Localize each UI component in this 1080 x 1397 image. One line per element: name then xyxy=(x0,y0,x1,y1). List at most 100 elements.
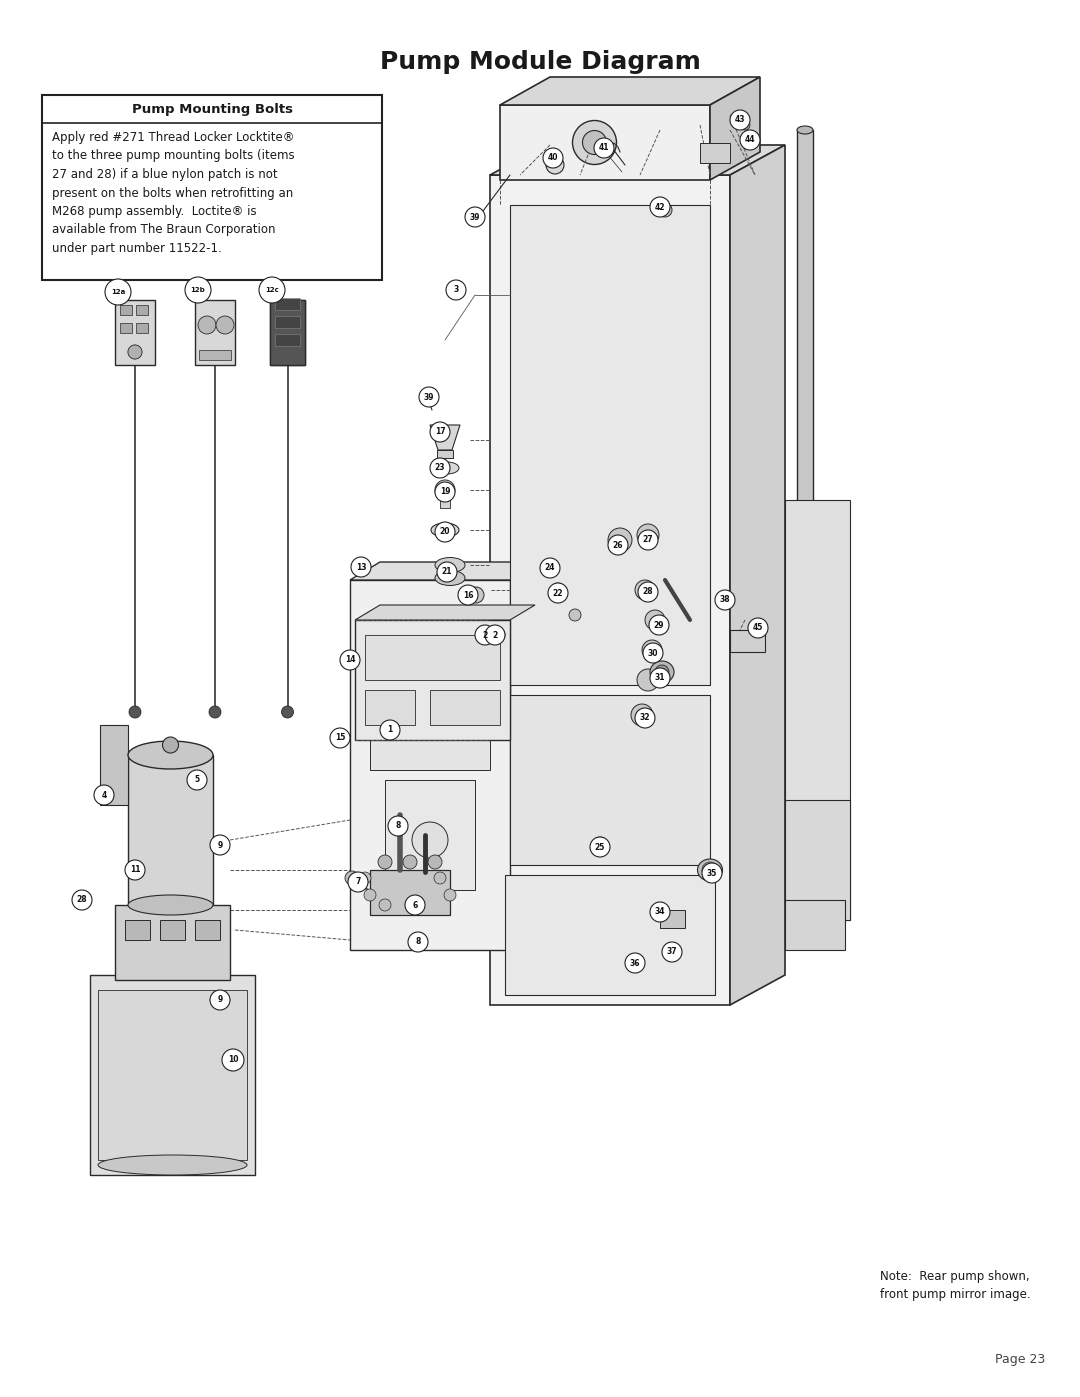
Text: 14: 14 xyxy=(345,655,355,665)
Bar xyxy=(785,900,845,950)
Circle shape xyxy=(444,888,456,901)
Bar xyxy=(90,975,255,1175)
Bar xyxy=(160,921,185,940)
Bar xyxy=(350,580,510,950)
Circle shape xyxy=(540,557,561,578)
Polygon shape xyxy=(350,562,540,580)
Text: 11: 11 xyxy=(130,866,140,875)
Bar xyxy=(355,620,510,740)
Bar xyxy=(270,300,305,365)
Ellipse shape xyxy=(698,859,723,882)
Circle shape xyxy=(216,316,234,334)
Text: 5: 5 xyxy=(194,775,200,785)
Text: 23: 23 xyxy=(435,464,445,472)
Text: 31: 31 xyxy=(654,673,665,683)
Circle shape xyxy=(658,203,672,217)
Text: 28: 28 xyxy=(643,588,653,597)
Circle shape xyxy=(543,148,563,168)
Bar xyxy=(125,921,150,940)
Circle shape xyxy=(740,130,760,149)
Ellipse shape xyxy=(98,1155,247,1175)
Ellipse shape xyxy=(435,557,465,573)
Text: Page 23: Page 23 xyxy=(995,1354,1045,1366)
Text: 44: 44 xyxy=(745,136,755,144)
Text: 43: 43 xyxy=(734,116,745,124)
Polygon shape xyxy=(490,145,785,175)
Ellipse shape xyxy=(129,740,213,768)
Circle shape xyxy=(638,583,658,602)
Text: 29: 29 xyxy=(653,620,664,630)
Circle shape xyxy=(465,207,485,226)
Circle shape xyxy=(434,872,446,884)
Bar xyxy=(365,636,500,680)
Text: 42: 42 xyxy=(654,203,665,211)
Text: 8: 8 xyxy=(416,937,421,947)
Circle shape xyxy=(428,855,442,869)
Circle shape xyxy=(379,900,391,911)
Bar xyxy=(129,754,213,905)
Circle shape xyxy=(187,770,207,789)
Circle shape xyxy=(730,110,750,130)
Text: 10: 10 xyxy=(228,1056,239,1065)
Circle shape xyxy=(649,615,669,636)
Ellipse shape xyxy=(129,895,213,915)
Text: 12b: 12b xyxy=(191,286,205,293)
Bar xyxy=(440,500,450,509)
Circle shape xyxy=(435,482,455,502)
Bar xyxy=(275,316,300,328)
Bar xyxy=(365,690,415,725)
Circle shape xyxy=(359,872,372,884)
Circle shape xyxy=(572,120,617,165)
Text: 12a: 12a xyxy=(111,289,125,295)
Bar xyxy=(199,351,231,360)
Circle shape xyxy=(702,862,718,877)
Text: 38: 38 xyxy=(719,595,730,605)
Text: 35: 35 xyxy=(706,869,717,877)
Bar xyxy=(136,323,148,332)
Circle shape xyxy=(185,277,211,303)
Circle shape xyxy=(94,785,114,805)
Text: 8: 8 xyxy=(395,821,401,830)
Ellipse shape xyxy=(435,570,465,585)
Circle shape xyxy=(631,704,653,726)
Circle shape xyxy=(282,705,294,718)
Circle shape xyxy=(715,590,735,610)
Text: 34: 34 xyxy=(654,908,665,916)
Bar xyxy=(490,175,730,1004)
Text: 17: 17 xyxy=(434,427,445,436)
Bar xyxy=(700,142,730,163)
Bar xyxy=(195,921,220,940)
Bar xyxy=(120,305,132,314)
Ellipse shape xyxy=(438,527,453,534)
Circle shape xyxy=(210,990,230,1010)
Text: 15: 15 xyxy=(335,733,346,742)
Circle shape xyxy=(662,942,681,963)
Bar xyxy=(785,800,850,921)
Circle shape xyxy=(129,345,141,359)
Text: 37: 37 xyxy=(666,947,677,957)
Circle shape xyxy=(608,535,627,555)
Circle shape xyxy=(222,1049,244,1071)
Circle shape xyxy=(348,872,368,893)
Text: Apply red #271 Thread Locker Locktite®
to the three pump mounting bolts (items
2: Apply red #271 Thread Locker Locktite® t… xyxy=(52,131,295,256)
Text: 28: 28 xyxy=(77,895,87,904)
Bar xyxy=(370,710,490,770)
Circle shape xyxy=(411,821,448,858)
Bar xyxy=(797,130,813,750)
Bar xyxy=(136,305,148,314)
Circle shape xyxy=(635,580,654,599)
Bar xyxy=(270,300,305,365)
Text: Pump Mounting Bolts: Pump Mounting Bolts xyxy=(132,102,293,116)
Text: Pump Module Diagram: Pump Module Diagram xyxy=(379,50,701,74)
Bar xyxy=(785,500,850,921)
Circle shape xyxy=(650,902,670,922)
Circle shape xyxy=(430,422,450,441)
Circle shape xyxy=(403,855,417,869)
Text: 27: 27 xyxy=(643,535,653,545)
Circle shape xyxy=(625,953,645,972)
Text: 26: 26 xyxy=(612,541,623,549)
Circle shape xyxy=(430,458,450,478)
Text: 4: 4 xyxy=(102,791,107,799)
Circle shape xyxy=(408,932,428,951)
Text: Note:  Rear pump shown,
front pump mirror image.: Note: Rear pump shown, front pump mirror… xyxy=(880,1270,1030,1301)
